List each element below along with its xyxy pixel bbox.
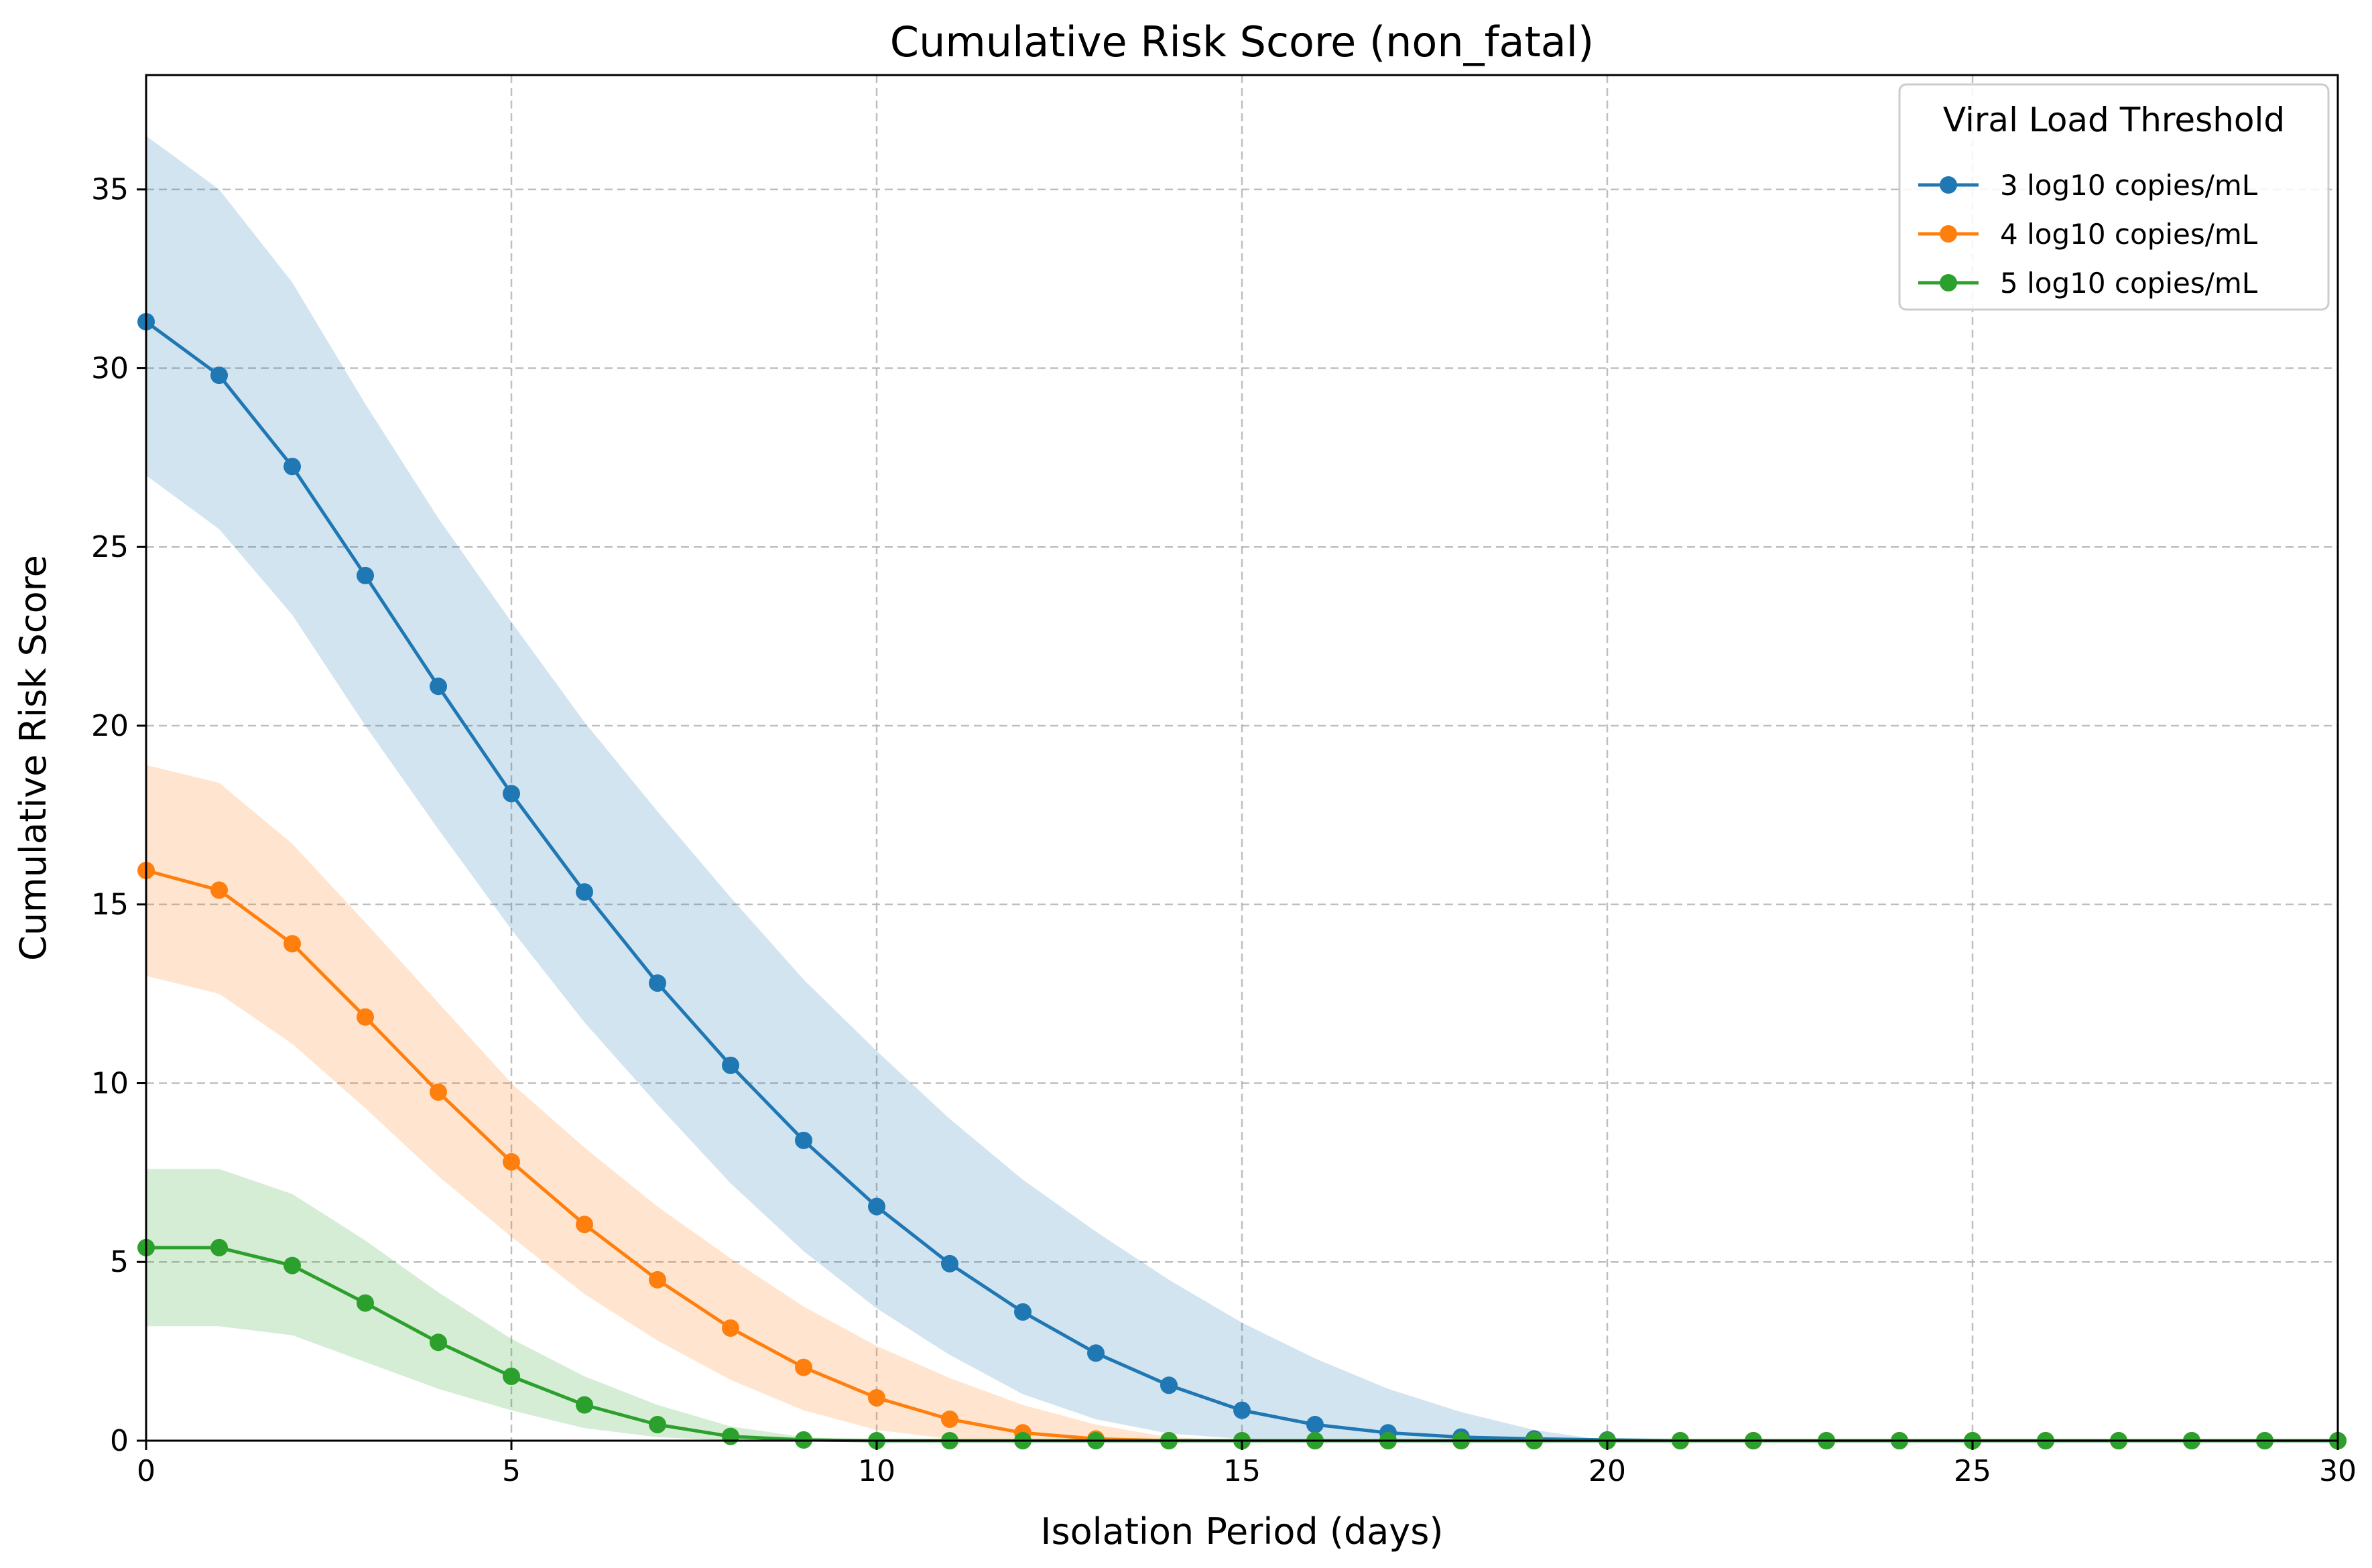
confidence-bands [146, 135, 2338, 1441]
y-tick-label: 25 [91, 530, 129, 564]
y-tick-label: 0 [110, 1424, 129, 1458]
legend-label: 5 log10 copies/mL [2000, 267, 2258, 300]
data-point [722, 1056, 739, 1074]
y-tick-label: 30 [91, 351, 129, 385]
data-point [868, 1197, 885, 1216]
legend-title: Viral Load Threshold [1943, 101, 2285, 139]
legend-item: 3 log10 copies/mL [1918, 169, 2258, 202]
x-axis-label: Isolation Period (days) [1041, 1510, 1444, 1553]
data-point [430, 1083, 447, 1101]
legend-items: 3 log10 copies/mL 4 log10 copies/mL 5 log1… [1918, 169, 2258, 300]
data-point [284, 935, 301, 953]
data-point [210, 367, 228, 385]
data-point [576, 883, 593, 901]
data-point [1087, 1344, 1105, 1362]
confidence-band-series-1 [146, 135, 2338, 1441]
data-point [357, 1008, 374, 1026]
x-tick-label: 20 [1588, 1454, 1626, 1488]
data-point [576, 1216, 593, 1234]
data-point [503, 785, 520, 803]
data-point [649, 974, 666, 992]
y-tick-label: 15 [91, 888, 129, 922]
data-point [722, 1319, 739, 1337]
legend-label: 4 log10 copies/mL [2000, 218, 2258, 251]
y-axis-ticks: 0 5 10 15 20 25 30 35 [91, 173, 146, 1458]
data-point [1306, 1415, 1324, 1433]
legend-item: 5 log10 copies/mL [1918, 267, 2258, 300]
legend-marker [1940, 225, 1957, 243]
data-point [1014, 1303, 1032, 1321]
data-point [210, 1238, 228, 1256]
y-tick-label: 5 [110, 1245, 129, 1279]
y-tick-label: 20 [91, 709, 129, 743]
data-point [941, 1410, 958, 1428]
data-point [576, 1396, 593, 1414]
data-point [1233, 1401, 1251, 1419]
data-point [722, 1427, 739, 1445]
data-point [795, 1131, 812, 1149]
data-point [430, 1333, 447, 1352]
x-tick-label: 10 [858, 1454, 895, 1488]
chart-title: Cumulative Risk Score (non_fatal) [890, 17, 1594, 66]
data-point [941, 1254, 958, 1272]
x-tick-label: 30 [2319, 1454, 2357, 1488]
legend-box [1898, 83, 2330, 311]
legend-label: 3 log10 copies/mL [2000, 169, 2258, 202]
data-point [210, 881, 228, 899]
legend-marker [1940, 274, 1957, 291]
data-point [503, 1367, 520, 1385]
data-point [430, 677, 447, 696]
x-tick-label: 0 [137, 1454, 155, 1488]
data-point [357, 1294, 374, 1312]
y-axis-label: Cumulative Risk Score [12, 555, 54, 961]
legend-marker [1940, 176, 1957, 194]
data-point [1160, 1376, 1178, 1394]
data-point [503, 1153, 520, 1171]
y-tick-label: 35 [91, 173, 129, 207]
y-tick-label: 10 [91, 1066, 129, 1100]
data-point [284, 1256, 301, 1275]
data-point [868, 1388, 885, 1407]
data-point [649, 1270, 666, 1289]
x-tick-label: 5 [502, 1454, 521, 1488]
x-axis-ticks: 0 5 10 15 20 25 30 [137, 1441, 2357, 1488]
x-tick-label: 25 [1954, 1454, 1991, 1488]
legend: Viral Load Threshold 3 log10 copies/mL 4 … [1898, 83, 2330, 311]
data-point [357, 566, 374, 584]
confidence-band-series-2 [146, 765, 2338, 1441]
data-point [795, 1358, 812, 1376]
data-point [284, 458, 301, 476]
data-point [649, 1415, 666, 1433]
x-tick-label: 15 [1223, 1454, 1261, 1488]
legend-item: 4 log10 copies/mL [1918, 218, 2258, 251]
